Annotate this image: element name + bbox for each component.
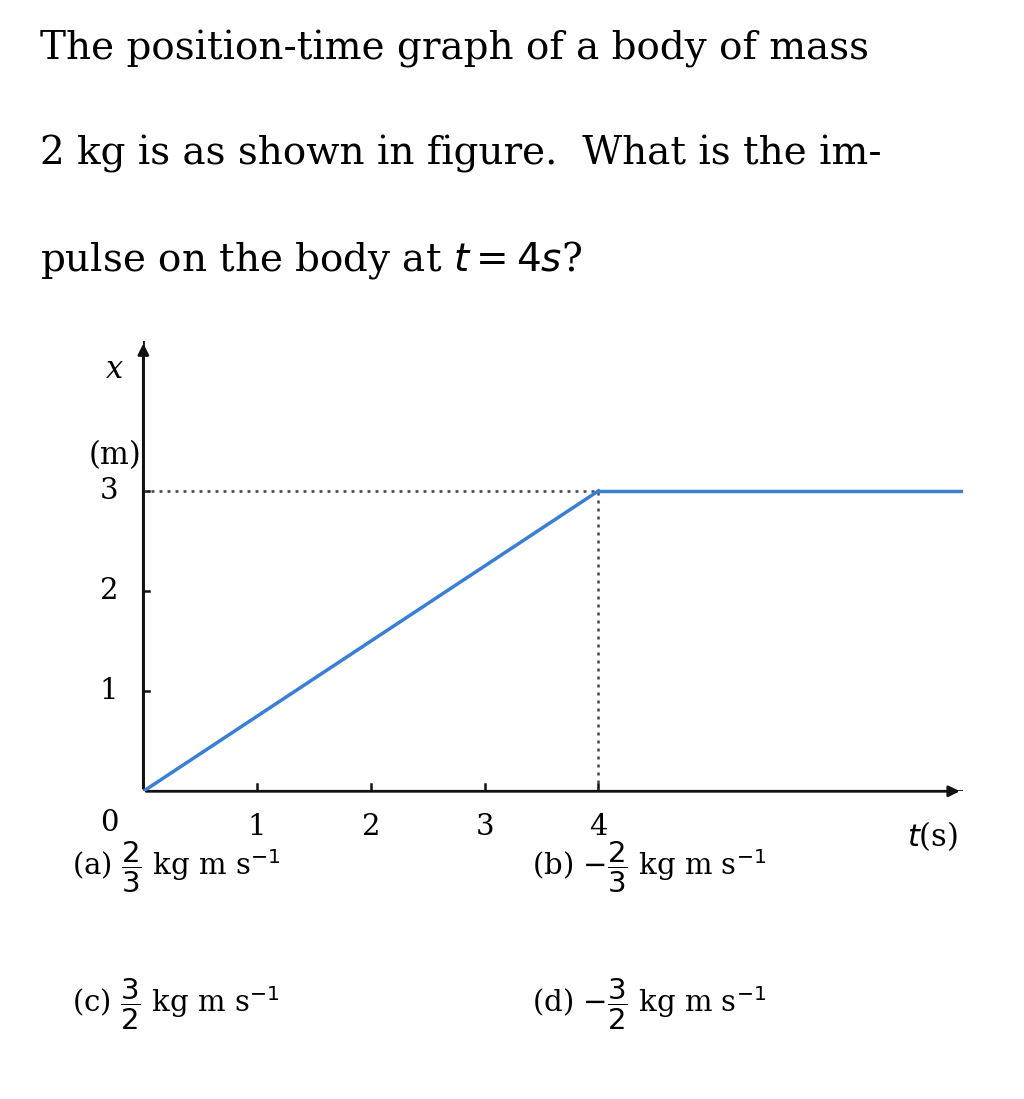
Text: The position-time graph of a body of mass: The position-time graph of a body of mas… bbox=[40, 31, 869, 68]
Text: (d) $-\dfrac{3}{2}$ kg m s$^{-1}$: (d) $-\dfrac{3}{2}$ kg m s$^{-1}$ bbox=[532, 977, 767, 1032]
Text: 2: 2 bbox=[99, 577, 119, 606]
Text: 3: 3 bbox=[99, 477, 119, 504]
Text: 2: 2 bbox=[361, 813, 380, 842]
Text: (c) $\dfrac{3}{2}$ kg m s$^{-1}$: (c) $\dfrac{3}{2}$ kg m s$^{-1}$ bbox=[72, 977, 280, 1032]
Text: 0: 0 bbox=[99, 809, 119, 837]
Text: 4: 4 bbox=[589, 813, 607, 842]
Text: (b) $-\dfrac{2}{3}$ kg m s$^{-1}$: (b) $-\dfrac{2}{3}$ kg m s$^{-1}$ bbox=[532, 840, 767, 895]
Text: 2 kg is as shown in figure.  What is the im-: 2 kg is as shown in figure. What is the … bbox=[40, 135, 882, 174]
Text: 3: 3 bbox=[475, 813, 494, 842]
Text: $t$(s): $t$(s) bbox=[907, 820, 958, 853]
Text: 1: 1 bbox=[248, 813, 266, 842]
Text: (a) $\dfrac{2}{3}$ kg m s$^{-1}$: (a) $\dfrac{2}{3}$ kg m s$^{-1}$ bbox=[72, 840, 281, 895]
Text: (m): (m) bbox=[88, 440, 141, 470]
Text: x: x bbox=[106, 354, 124, 386]
Text: 1: 1 bbox=[99, 677, 119, 706]
Text: pulse on the body at $t = 4s$?: pulse on the body at $t = 4s$? bbox=[40, 238, 583, 280]
